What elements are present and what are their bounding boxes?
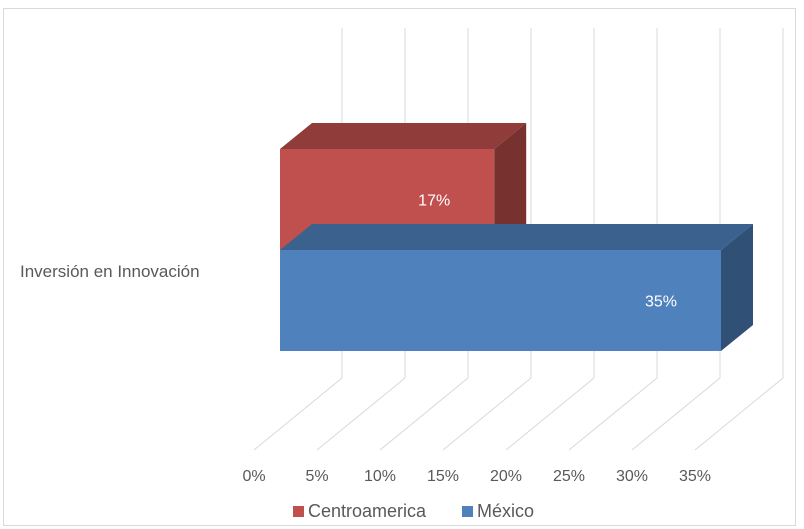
bar-top-face bbox=[280, 224, 753, 250]
x-tick-label: 20% bbox=[490, 468, 522, 485]
x-tick-label: 0% bbox=[242, 468, 265, 485]
floor-gridline bbox=[253, 377, 343, 451]
legend-item[interactable]: México bbox=[462, 501, 534, 521]
floor-gridline bbox=[694, 377, 784, 451]
x-tick-label: 5% bbox=[305, 468, 328, 485]
floor-gridline bbox=[568, 377, 658, 451]
data-label: 17% bbox=[418, 193, 450, 210]
bars: 17% 35% bbox=[280, 123, 753, 351]
category-label: Inversión en Innovación bbox=[20, 262, 200, 281]
floor-gridline bbox=[442, 377, 532, 451]
floor-gridline bbox=[379, 377, 469, 451]
x-tick-label: 15% bbox=[427, 468, 459, 485]
legend[interactable]: Centroamerica México bbox=[293, 501, 534, 521]
legend-swatch bbox=[293, 506, 304, 517]
bar-méxico bbox=[280, 250, 721, 351]
x-tick-label: 35% bbox=[679, 468, 711, 485]
legend-label: Centroamerica bbox=[308, 501, 427, 521]
data-label: 35% bbox=[645, 294, 677, 311]
x-axis-tick-labels: 0% 5% 10% 15% 20% 25% 30% 35% bbox=[242, 468, 711, 485]
legend-swatch bbox=[462, 506, 473, 517]
legend-item[interactable]: Centroamerica bbox=[293, 501, 427, 521]
legend-label: México bbox=[477, 501, 534, 521]
floor-gridline bbox=[505, 377, 595, 451]
floor-gridline bbox=[316, 377, 406, 451]
x-tick-label: 30% bbox=[616, 468, 648, 485]
bar-top-face bbox=[280, 123, 527, 149]
bar-side-face bbox=[721, 224, 753, 351]
x-tick-label: 10% bbox=[364, 468, 396, 485]
x-tick-label: 25% bbox=[553, 468, 585, 485]
bar-side-face bbox=[494, 123, 527, 250]
floor-gridline bbox=[631, 377, 721, 451]
